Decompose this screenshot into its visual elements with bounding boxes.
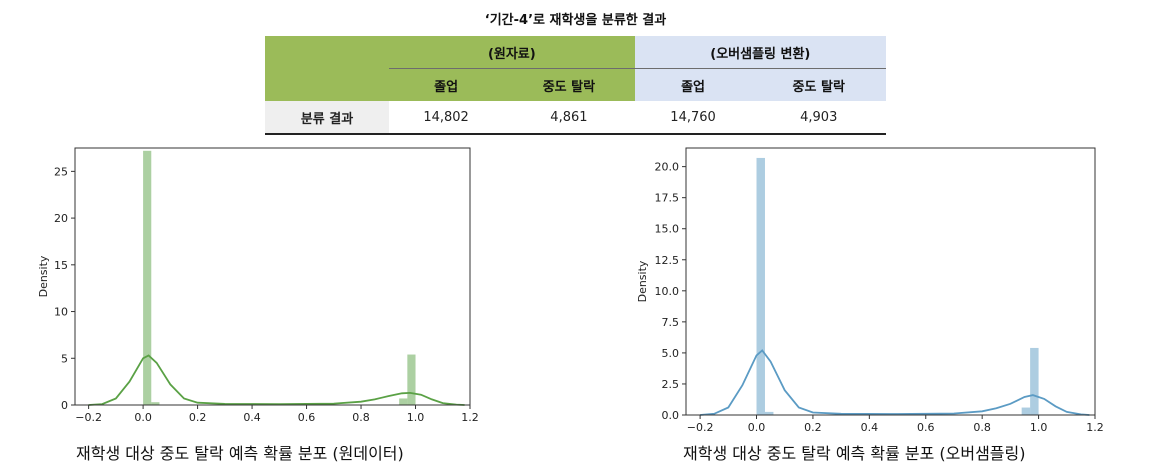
y-axis-label: Density (636, 260, 649, 302)
histogram-bar (1021, 407, 1031, 415)
x-tick-label: 0.8 (352, 411, 370, 424)
kde-curve (700, 349, 1090, 416)
y-tick-label: 12.5 (655, 254, 680, 267)
y-tick-label: 15 (54, 259, 68, 272)
y-tick-label: 7.5 (662, 316, 680, 329)
y-tick-label: 15.0 (655, 223, 680, 236)
histogram-bar (151, 402, 160, 405)
results-table: (원자료) (오버샘플링 변환) 졸업 중도 탈락 졸업 중도 탈락 분류 결과… (265, 36, 886, 135)
y-tick-label: 17.5 (655, 192, 680, 205)
plot-frame (74, 147, 471, 406)
table-title: ‘기간-4’로 재학생을 분류한 결과 (484, 13, 667, 28)
value-dropout-over: 4,903 (751, 101, 886, 135)
x-tick-label: 0.0 (134, 411, 152, 424)
x-tick-label: 0.6 (298, 411, 316, 424)
col-header-graduate-raw: 졸업 (389, 68, 504, 101)
col-header-dropout-over: 중도 탈락 (751, 68, 886, 101)
y-tick-label: 10 (54, 306, 68, 319)
y-tick-label: 5.0 (662, 347, 680, 360)
value-dropout-raw: 4,861 (503, 101, 635, 135)
group-header-oversampled: (오버샘플링 변환) (634, 36, 886, 69)
x-tick-label: 0.0 (748, 421, 766, 434)
y-tick-label: 5 (61, 352, 68, 365)
row-label: 분류 결과 (265, 101, 389, 135)
density-chart-raw: −0.2 0.0 0.2 0.4 0.6 0.8 1.0 1.2 0 5 10 15 20 25 Densi… (37, 147, 479, 424)
value-graduate-over: 14,760 (634, 101, 752, 135)
y-tick-label: 20.0 (655, 161, 680, 174)
caption-oversampled: 재학생 대상 중도 탈락 예측 확률 분포 (오버샘플링) (683, 444, 1026, 463)
x-tick-label: −0.2 (75, 411, 102, 424)
table-corner-cell (265, 36, 389, 101)
x-tick-label: −0.2 (687, 421, 714, 434)
y-tick-label: 10.0 (655, 285, 680, 298)
density-chart-oversampled: −0.2 0.0 0.2 0.4 0.6 0.8 1.0 1.2 0.0 2.5 5.0 7.5 10.… (636, 147, 1104, 434)
x-tick-label: 1.0 (407, 411, 425, 424)
x-tick-label: 1.0 (1030, 421, 1048, 434)
histogram-bar (143, 150, 152, 405)
col-header-graduate-over: 졸업 (634, 68, 752, 101)
histogram-bar (407, 354, 416, 405)
x-tick-label: 1.2 (1086, 421, 1104, 434)
x-tick-label: 0.4 (243, 411, 261, 424)
y-axis-label: Density (37, 255, 50, 297)
histogram-bar (756, 157, 765, 415)
col-header-dropout-raw: 중도 탈락 (503, 68, 635, 101)
kde-curve (88, 354, 465, 406)
value-graduate-raw: 14,802 (389, 101, 504, 135)
plot-frame (685, 147, 1096, 416)
caption-raw: 재학생 대상 중도 탈락 예측 확률 분포 (원데이터) (76, 444, 404, 463)
histogram-bar (399, 398, 408, 405)
y-tick-label: 0 (61, 399, 68, 412)
histogram-bar (1030, 347, 1039, 415)
group-header-raw: (원자료) (389, 36, 635, 69)
histogram-bar (764, 411, 774, 415)
x-tick-label: 0.8 (973, 421, 991, 434)
x-tick-label: 0.4 (861, 421, 879, 434)
y-tick-label: 2.5 (662, 378, 680, 391)
y-tick-label: 20 (54, 212, 68, 225)
x-tick-label: 1.2 (461, 411, 479, 424)
y-tick-label: 0.0 (662, 409, 680, 422)
y-tick-label: 25 (54, 165, 68, 178)
x-tick-label: 0.2 (804, 421, 822, 434)
x-tick-label: 0.6 (917, 421, 935, 434)
x-tick-label: 0.2 (189, 411, 207, 424)
